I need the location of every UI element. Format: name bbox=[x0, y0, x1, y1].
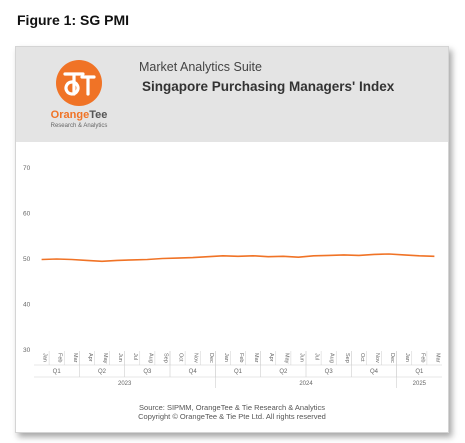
x-tick-label: Oct bbox=[178, 353, 184, 362]
y-tick-label: 30 bbox=[23, 347, 31, 354]
y-tick-label: 40 bbox=[23, 302, 31, 309]
logo-wordmark: OrangeTee bbox=[40, 109, 118, 121]
x-tick-label: Apr bbox=[87, 353, 93, 362]
quarter-label: Q4 bbox=[370, 369, 379, 375]
quarter-label: Q1 bbox=[415, 369, 424, 375]
x-tick-label: May bbox=[102, 353, 108, 364]
x-tick-label: Sep bbox=[344, 353, 350, 363]
x-tick-label: Sep bbox=[162, 353, 168, 363]
x-tick-label: Aug bbox=[147, 353, 153, 363]
x-tick-label: Jan bbox=[223, 353, 229, 362]
suite-label: Market Analytics Suite bbox=[139, 60, 262, 74]
x-tick-label: Jul bbox=[132, 353, 138, 360]
orangetee-logo-icon bbox=[56, 60, 102, 106]
quarter-label: Q2 bbox=[98, 369, 107, 375]
x-tick-label: Nov bbox=[374, 353, 380, 363]
x-tick-label: Feb bbox=[57, 353, 63, 362]
pmi-line-chart: 30 40 50 60 70 Jan Feb Mar Apr May Jun Jul Aug Sep Oct… bbox=[23, 165, 442, 388]
quarter-label: Q1 bbox=[234, 369, 243, 375]
x-tick-label: Feb bbox=[238, 353, 244, 362]
x-tick-label: Aug bbox=[329, 353, 335, 363]
quarter-label: Q4 bbox=[189, 369, 198, 375]
x-tick-label: Mar bbox=[72, 353, 78, 363]
year-label: 2023 bbox=[118, 381, 132, 387]
x-tick-label: May bbox=[283, 353, 289, 364]
year-label: 2025 bbox=[413, 381, 427, 387]
quarter-label: Q3 bbox=[143, 369, 152, 375]
x-tick-label: Jan bbox=[404, 353, 410, 362]
x-tick-label: Mar bbox=[253, 353, 259, 363]
quarter-label: Q1 bbox=[53, 369, 62, 375]
logo-subtitle: Research & Analytics bbox=[50, 123, 108, 129]
y-tick-label: 70 bbox=[23, 165, 31, 172]
report-header: OrangeTee Research & Analytics Market An… bbox=[16, 47, 448, 142]
x-tick-label: Jun bbox=[298, 353, 304, 362]
report-panel: OrangeTee Research & Analytics Market An… bbox=[15, 46, 449, 433]
source-note: Source: SIPMM, OrangeTee & Tie Research … bbox=[139, 403, 325, 412]
pmi-series-line bbox=[41, 253, 435, 263]
x-tick-label: Dec bbox=[208, 353, 214, 363]
x-tick-label: Feb bbox=[419, 353, 425, 362]
x-tick-label: Nov bbox=[193, 353, 199, 363]
x-tick-label: Jan bbox=[42, 353, 48, 362]
figure-title: Figure 1: SG PMI bbox=[17, 12, 130, 28]
quarter-label: Q3 bbox=[325, 369, 334, 375]
chart-footer: Source: SIPMM, OrangeTee & Tie Research … bbox=[16, 403, 448, 421]
logo-name-orange: Orange bbox=[50, 109, 90, 121]
quarter-label: Q2 bbox=[279, 369, 288, 375]
x-tick-label: Mar bbox=[434, 353, 440, 363]
x-tick-label: Apr bbox=[268, 353, 274, 362]
y-tick-label: 60 bbox=[23, 211, 31, 218]
chart-heading: Singapore Purchasing Managers' Index bbox=[142, 79, 395, 94]
logo-name-tee: Tee bbox=[89, 109, 108, 121]
y-tick-label: 50 bbox=[23, 256, 31, 263]
x-tick-label: Dec bbox=[389, 353, 395, 363]
copyright-note: Copyright © OrangeTee & Tie Pte Ltd. All… bbox=[138, 412, 326, 421]
x-tick-label: Oct bbox=[359, 353, 365, 362]
x-tick-label: Jul bbox=[314, 353, 320, 360]
year-label: 2024 bbox=[299, 381, 313, 387]
x-tick-label: Jun bbox=[117, 353, 123, 362]
